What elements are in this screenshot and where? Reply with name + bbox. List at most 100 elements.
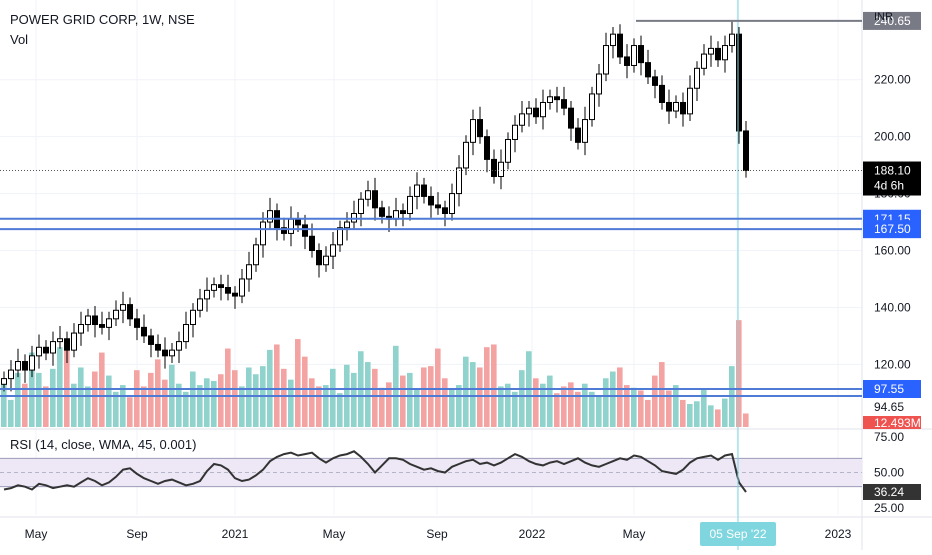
candle-body (701, 53, 707, 69)
volume-bar (442, 378, 448, 427)
candle-body (260, 221, 266, 246)
volume-bar (694, 401, 700, 427)
candle-body (652, 76, 658, 86)
volume-bar (281, 368, 287, 427)
volume-bar (477, 367, 483, 427)
rsi-last-tag-bg (863, 483, 921, 500)
candle-body (288, 218, 294, 234)
volume-bar (113, 391, 119, 427)
volume-bar (134, 370, 140, 427)
candle-body (407, 195, 413, 214)
volume-bar (701, 389, 707, 427)
candle-body (631, 45, 637, 66)
candle-body (582, 119, 588, 143)
volume-bar (652, 375, 658, 427)
volume-bar (393, 345, 399, 427)
candle-body (232, 292, 238, 297)
volume-bar (610, 371, 616, 427)
volume-bar (554, 393, 560, 427)
volume-bar (316, 386, 322, 427)
candle-body (155, 343, 161, 351)
volume-bar (176, 383, 182, 427)
level-layer (0, 0, 862, 550)
volume-bar (239, 386, 245, 427)
rsi-title: RSI (14, close, WMA, 45, 0.001) (10, 437, 196, 452)
candle-body (694, 67, 700, 89)
volume-bar (519, 370, 525, 427)
volume-bar (617, 367, 623, 427)
volume-bar (624, 385, 630, 427)
volume-bar (680, 399, 686, 427)
candle-body (344, 221, 350, 229)
candle-body (246, 264, 252, 280)
volume-bar (743, 413, 749, 427)
volume-bar (78, 367, 84, 427)
volume-bar (435, 348, 441, 427)
candle-body (456, 167, 462, 195)
volume-bar (155, 359, 161, 427)
volume-bar (232, 370, 238, 427)
candle-body (715, 47, 721, 61)
currency-label: INR (874, 11, 893, 23)
level-tag-167: 167.50 (874, 222, 911, 236)
time-tick-label: 2022 (519, 527, 546, 541)
volume-bar (8, 399, 14, 427)
candle-body (113, 309, 119, 320)
last-price-tag-bg (863, 161, 921, 196)
candle-body (743, 130, 749, 172)
candle-body (428, 195, 434, 206)
time-tick-label: Sep (426, 527, 448, 541)
candle-body (211, 284, 217, 291)
axis-layer: 120.00140.00160.00180.00200.00220.00240.… (25, 11, 921, 546)
volume-bar (456, 385, 462, 427)
candle-body (708, 47, 714, 55)
candle-body (22, 361, 28, 371)
volume-bar (659, 362, 665, 427)
volume-bar (568, 382, 574, 427)
volume-bar (505, 383, 511, 427)
volume-bar (92, 371, 98, 427)
volume-bar (512, 391, 518, 427)
candle-body (71, 332, 77, 351)
candle-body (568, 107, 574, 129)
volume-bar (673, 385, 679, 427)
candle-body (575, 127, 581, 143)
candle-body (533, 107, 539, 118)
volume-bar (736, 320, 742, 427)
volume-bar (323, 385, 329, 427)
candle-body (162, 349, 168, 357)
volume-label: Vol (10, 32, 28, 47)
volume-bar (484, 347, 490, 427)
candle-body (554, 96, 560, 101)
volume-bar (1, 379, 7, 427)
volume-bar (211, 381, 217, 427)
price-tick-label: 140.00 (874, 300, 911, 314)
rsi-tick-label: 50.00 (874, 466, 904, 480)
volume-bar (288, 379, 294, 427)
volume-bar (470, 362, 476, 427)
candle-body (15, 361, 21, 371)
candle-body (36, 346, 42, 357)
candle-body (85, 315, 91, 326)
volume-bar (589, 391, 595, 427)
candle-body (680, 101, 686, 115)
candle-body (449, 193, 455, 214)
volume-bar (379, 387, 385, 427)
candle-body (134, 318, 140, 328)
time-tick-label: May (623, 527, 646, 541)
candle-body (687, 87, 693, 115)
volume-bar (561, 386, 567, 427)
level-tag-167-bg (863, 220, 921, 239)
candle-body (50, 341, 56, 354)
candle-body (253, 244, 259, 266)
volume-bar (645, 399, 651, 427)
volume-bar (603, 378, 609, 427)
volume-bar (421, 367, 427, 427)
volume-bar (218, 374, 224, 427)
volume-bar (120, 385, 126, 427)
crosshair-date-bg (700, 522, 776, 546)
volume-bar (631, 387, 637, 427)
volume-last-label: 12.493M (874, 416, 921, 430)
candle-body (610, 33, 616, 47)
